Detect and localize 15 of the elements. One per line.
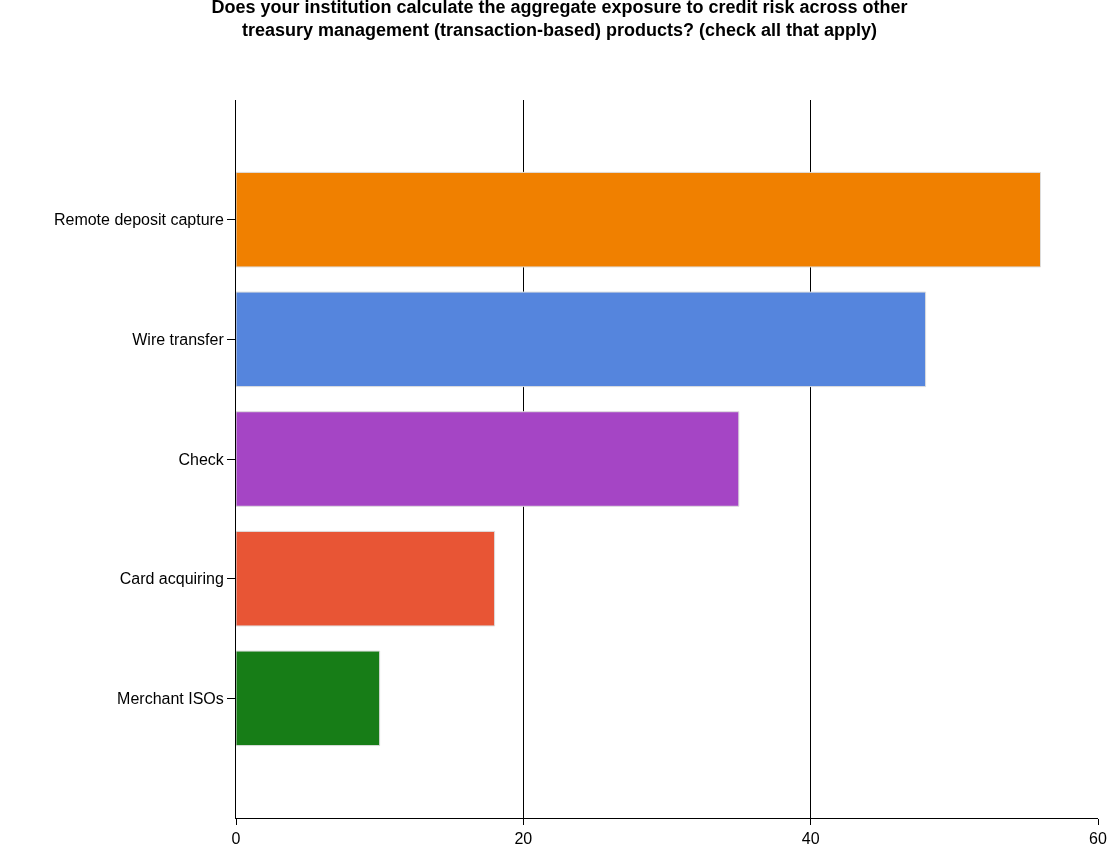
y-tick-label: Merchant ISOs [117, 689, 224, 707]
bar [236, 530, 496, 627]
bar [236, 411, 740, 507]
bar [236, 650, 381, 747]
chart-title: Does your institution calculate the aggregate exposure to credit risk across other treasury management (transaction-based) products? (check all that apply) [211, 0, 908, 41]
bar [236, 291, 927, 388]
y-tick-label: Wire transfer [132, 330, 225, 348]
x-tick-label: 20 [514, 830, 533, 848]
x-tick-label: 40 [801, 830, 820, 848]
y-tick-label: Remote deposit capture [53, 211, 224, 229]
bar [236, 171, 1042, 268]
x-tick-label: 60 [1089, 830, 1107, 848]
y-tick-label: Card acquiring [119, 570, 224, 588]
y-tick-label: Check [178, 450, 225, 468]
x-tick-label: 0 [231, 830, 241, 848]
